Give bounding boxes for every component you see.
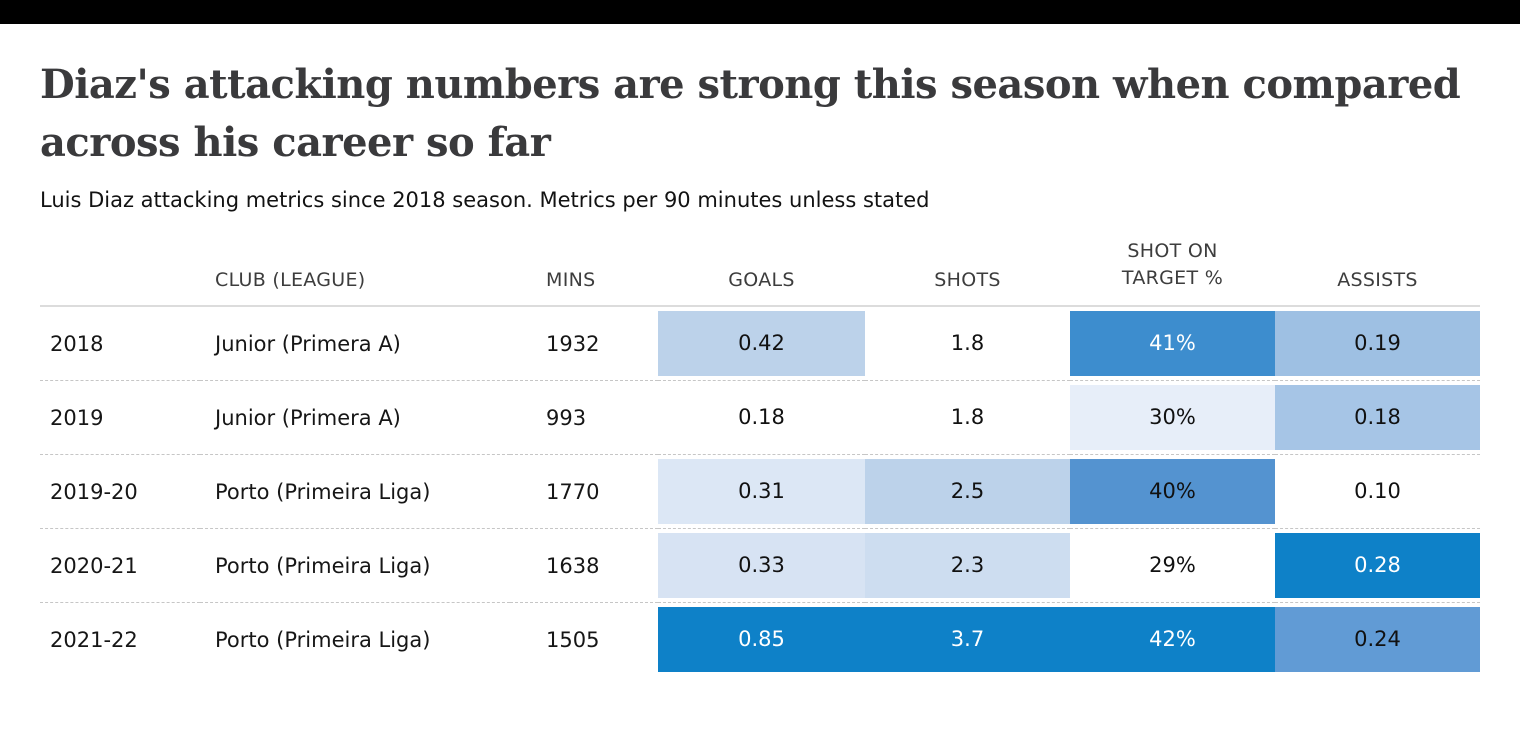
mins-cell: 1770	[546, 479, 600, 504]
goals-cell: 0.33	[658, 529, 865, 603]
mins-cell: 1505	[546, 627, 600, 652]
shots-cell: 3.7	[865, 603, 1070, 677]
mins-cell: 1932	[546, 331, 600, 356]
table-row: 2020-21 Porto (Primeira Liga) 1638 0.33 …	[40, 528, 1480, 603]
top-black-bar	[0, 0, 1520, 24]
metric-value: 29%	[1070, 533, 1275, 599]
metric-value: 0.28	[1275, 533, 1480, 599]
mins-cell: 993	[546, 405, 587, 430]
goals-cell: 0.42	[658, 306, 865, 381]
shot-on-target-cell: 41%	[1070, 306, 1275, 381]
metric-value: 30%	[1070, 385, 1275, 451]
metric-value: 3.7	[865, 607, 1070, 673]
page-subtitle: Luis Diaz attacking metrics since 2018 s…	[40, 188, 930, 212]
metric-value: 0.18	[658, 385, 865, 451]
col-header-shots: SHOTS	[934, 269, 1001, 292]
mins-cell: 1638	[546, 553, 600, 578]
metric-value: 40%	[1070, 459, 1275, 525]
goals-cell: 0.18	[658, 381, 865, 455]
metric-value: 2.5	[865, 459, 1070, 525]
club-cell: Porto (Primeira Liga)	[215, 627, 431, 652]
metric-value: 0.24	[1275, 607, 1480, 673]
assists-cell: 0.10	[1275, 455, 1480, 529]
season-cell: 2019-20	[50, 479, 138, 504]
col-header-assists: ASSISTS	[1337, 269, 1418, 292]
club-cell: Porto (Primeira Liga)	[215, 553, 431, 578]
page-title: Diaz's attacking numbers are strong this…	[40, 61, 1461, 166]
shots-cell: 1.8	[865, 381, 1070, 455]
table-header-row: CLUB (LEAGUE) MINS GOALS SHOTS SHOT ON T…	[40, 238, 1480, 306]
metric-value: 2.3	[865, 533, 1070, 599]
metric-value: 0.18	[1275, 385, 1480, 451]
shot-on-target-cell: 40%	[1070, 455, 1275, 529]
graphic-container: Diaz's attacking numbers are strong this…	[0, 56, 1520, 676]
shots-cell: 2.5	[865, 455, 1070, 529]
shots-cell: 1.8	[865, 306, 1070, 381]
metric-value: 41%	[1070, 311, 1275, 377]
table-row: 2019 Junior (Primera A) 993 0.18 1.8 30%…	[40, 380, 1480, 455]
metric-value: 0.31	[658, 459, 865, 525]
goals-cell: 0.31	[658, 455, 865, 529]
col-header-shot-on-target: SHOT ON TARGET %	[1070, 238, 1275, 306]
club-cell: Porto (Primeira Liga)	[215, 479, 431, 504]
metrics-table: CLUB (LEAGUE) MINS GOALS SHOTS SHOT ON T…	[40, 238, 1480, 676]
season-cell: 2021-22	[50, 627, 138, 652]
assists-cell: 0.18	[1275, 381, 1480, 455]
metric-value: 0.10	[1275, 459, 1480, 525]
assists-cell: 0.24	[1275, 603, 1480, 677]
club-cell: Junior (Primera A)	[215, 331, 401, 356]
metric-value: 1.8	[865, 385, 1070, 451]
shot-on-target-label: SHOT ON TARGET %	[1121, 240, 1224, 289]
shot-on-target-cell: 42%	[1070, 603, 1275, 677]
col-header-season	[40, 238, 200, 306]
col-header-club: CLUB (LEAGUE)	[215, 269, 366, 292]
metric-value: 0.19	[1275, 311, 1480, 377]
metric-value: 0.33	[658, 533, 865, 599]
season-cell: 2019	[50, 405, 104, 430]
goals-cell: 0.85	[658, 603, 865, 677]
col-header-goals: GOALS	[728, 269, 795, 292]
shot-on-target-cell: 29%	[1070, 529, 1275, 603]
assists-cell: 0.28	[1275, 529, 1480, 603]
shots-cell: 2.3	[865, 529, 1070, 603]
club-cell: Junior (Primera A)	[215, 405, 401, 430]
season-cell: 2018	[50, 331, 104, 356]
metric-value: 42%	[1070, 607, 1275, 673]
col-header-mins: MINS	[546, 269, 596, 292]
metric-value: 1.8	[865, 311, 1070, 377]
metric-value: 0.42	[658, 311, 865, 377]
season-cell: 2020-21	[50, 553, 138, 578]
table-row: 2021-22 Porto (Primeira Liga) 1505 0.85 …	[40, 602, 1480, 677]
assists-cell: 0.19	[1275, 306, 1480, 381]
table-row: 2019-20 Porto (Primeira Liga) 1770 0.31 …	[40, 454, 1480, 529]
metric-value: 0.85	[658, 607, 865, 673]
table-row: 2018 Junior (Primera A) 1932 0.42 1.8 41…	[40, 306, 1480, 381]
shot-on-target-cell: 30%	[1070, 381, 1275, 455]
